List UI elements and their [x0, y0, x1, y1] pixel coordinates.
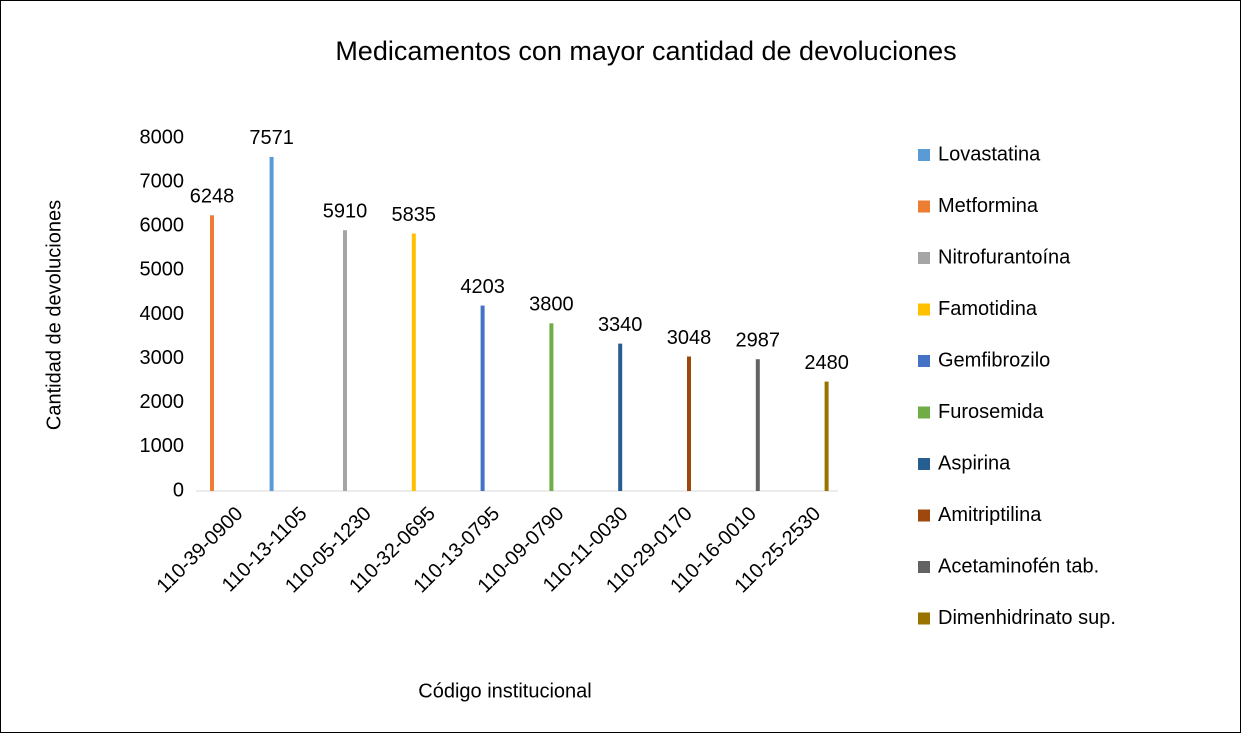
- legend-swatch: [918, 303, 930, 316]
- bar: [755, 359, 760, 491]
- x-axis-title: Código institucional: [418, 680, 591, 702]
- bar: [618, 343, 623, 491]
- bar: [269, 156, 274, 491]
- legend-label: Famotidina: [938, 298, 1038, 320]
- legend-swatch: [918, 252, 930, 264]
- bar: [343, 230, 347, 491]
- legend-swatch: [918, 406, 930, 419]
- data-label: 3340: [598, 314, 643, 336]
- y-tick-label: 3000: [140, 347, 185, 369]
- y-tick-label: 1000: [140, 435, 185, 457]
- legend-label: Gemfibrozilo: [938, 349, 1050, 371]
- legend-swatch: [918, 612, 930, 625]
- legend-label: Dimenhidrinato sup.: [938, 607, 1116, 629]
- legend-swatch: [918, 355, 930, 367]
- data-label: 5835: [392, 204, 437, 226]
- bar: [824, 381, 829, 491]
- legend-swatch: [918, 458, 930, 470]
- data-label: 7571: [249, 127, 294, 149]
- data-label: 4203: [460, 276, 505, 298]
- data-label: 3800: [529, 294, 574, 316]
- legend-swatch: [918, 509, 930, 522]
- legend-label: Acetaminofén tab.: [938, 555, 1099, 577]
- chart-title: Medicamentos con mayor cantidad de devol…: [335, 36, 956, 66]
- data-label: 2987: [736, 329, 781, 351]
- legend-label: Furosemida: [938, 401, 1044, 423]
- y-tick-label: 5000: [140, 259, 185, 281]
- bar: [411, 233, 416, 491]
- legend-label: Metformina: [938, 195, 1039, 217]
- data-label: 6248: [190, 186, 235, 208]
- bar: [210, 215, 214, 491]
- data-label: 3048: [667, 327, 712, 349]
- y-tick-label: 6000: [140, 215, 185, 237]
- y-tick-label: 0: [173, 479, 184, 501]
- legend-label: Aspirina: [938, 452, 1011, 474]
- bar: [549, 323, 554, 491]
- legend-label: Lovastatina: [938, 143, 1041, 165]
- y-tick-label: 8000: [140, 126, 185, 148]
- bar: [480, 305, 485, 491]
- y-tick-label: 4000: [140, 303, 185, 325]
- y-axis-title: Cantidad de devoluciones: [43, 200, 65, 430]
- legend-swatch: [918, 561, 930, 573]
- legend-label: Nitrofurantoína: [938, 246, 1071, 268]
- y-tick-label: 7000: [140, 170, 185, 192]
- legend-swatch: [918, 200, 930, 213]
- legend-label: Amitriptilina: [938, 504, 1042, 526]
- bar: [687, 356, 691, 491]
- data-label: 5910: [323, 201, 368, 223]
- data-label: 2480: [804, 352, 849, 374]
- legend-swatch: [918, 149, 930, 161]
- y-tick-label: 2000: [140, 391, 185, 413]
